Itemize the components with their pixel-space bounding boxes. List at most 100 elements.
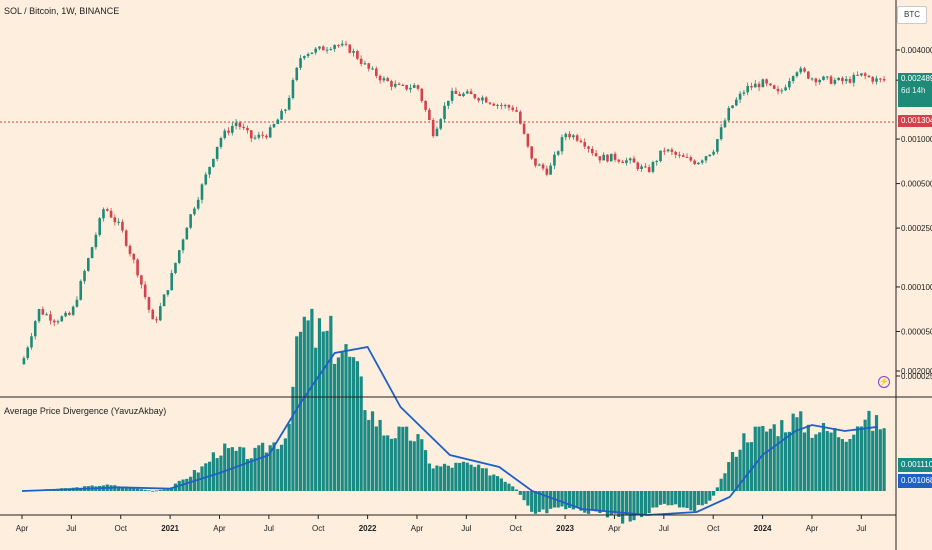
histogram-bar [427,463,431,491]
candle-body [617,159,621,162]
dashed-line-badge: 0.0013049 [898,115,932,127]
histogram-bar [336,357,341,491]
histogram-bar [495,476,500,491]
candle-body [409,87,412,90]
histogram-bar [465,462,469,491]
candle-body [632,158,636,163]
lightning-icon[interactable]: ⚡ [878,376,890,388]
time-tick-label: Jul [66,524,76,533]
candles [22,40,886,365]
histogram-bar [837,437,841,491]
histogram-bar [514,489,519,491]
candle-body [746,85,749,93]
candle-body [807,71,810,79]
price-tick-label: 0.0000250 [901,372,932,381]
histogram-bar [840,439,845,491]
candle-body [246,127,249,131]
candle-body [443,105,446,120]
histogram-bar [325,330,329,491]
candle-body [462,93,465,97]
candle-body [863,73,867,76]
candle-body [625,160,628,163]
candle-body [875,78,878,82]
candle-body [492,103,496,106]
candle-body [753,83,757,88]
histogram-bar [367,419,371,491]
candle-body [60,316,64,322]
candle-body [310,52,314,54]
candle-body [105,209,109,211]
histogram-bar [302,316,306,491]
candle-body [143,284,147,298]
time-tick-label: Jul [659,524,669,533]
histogram-bar [298,331,303,491]
candle-body [303,56,306,59]
time-tick-label: Jul [461,524,471,533]
candle-body [780,90,784,92]
candle-body [860,73,863,76]
histogram-bar [420,439,424,491]
candle-body [276,119,280,125]
candle-body [568,133,571,138]
candle-body [560,137,564,152]
histogram-bar [818,432,822,491]
time-tick-label: Apr [608,524,621,533]
candle-body [458,93,461,97]
candle-body [71,306,75,315]
histogram-bar [439,466,443,491]
histogram-bar [734,456,738,491]
candle-body [359,58,363,64]
time-tick-label: Apr [16,524,29,533]
price-tick-label: 0.0000500 [901,327,932,336]
chart-title: SOL / Bitcoin, 1W, BINANCE [4,6,120,16]
histogram-bar [503,481,507,491]
candle-body [242,126,245,128]
candle-body [496,104,499,106]
candle-body [79,281,83,300]
histogram-bar [461,461,466,491]
histogram-bar [613,491,617,514]
candle-body [553,154,556,166]
histogram-bar [382,435,386,491]
hist-value-badge: 0.0011106 [898,458,932,472]
time-tick-label: 2022 [359,524,377,533]
candle-body [227,130,230,133]
candle-body [416,85,420,89]
candle-body [613,153,617,160]
histogram-bar [389,438,394,491]
candle-body [231,125,234,133]
candle-body [333,45,336,50]
candle-body [291,80,295,98]
candle-body [666,149,670,152]
time-tick-label: Jul [856,524,866,533]
histogram-bar [609,491,613,516]
histogram-bar [571,491,575,510]
candle-body [405,85,408,90]
currency-button[interactable]: BTC [897,6,927,24]
histogram-bar [537,491,541,512]
histogram-bar [586,491,591,514]
time-tick-label: Oct [707,524,720,533]
candle-body [98,218,101,235]
histogram-bar [268,445,272,491]
candle-body [636,162,640,170]
histogram-bar [545,491,549,514]
histogram-bar [605,491,610,518]
candle-body [64,312,67,317]
histogram-bar [170,487,174,491]
candle-body [253,137,257,139]
histogram-bar [628,491,632,522]
histogram-bar [431,468,435,491]
candle-body [170,273,173,291]
candle-body [757,83,761,88]
histogram-bar [730,452,735,491]
histogram-bar [598,491,602,514]
candle-body [428,109,431,121]
candle-body [45,314,48,316]
ma-value-badge: 0.0010689 [898,474,932,488]
candle-body [784,87,787,91]
histogram-bar [442,463,447,491]
candle-body [549,165,552,175]
histogram-bar [643,491,647,515]
